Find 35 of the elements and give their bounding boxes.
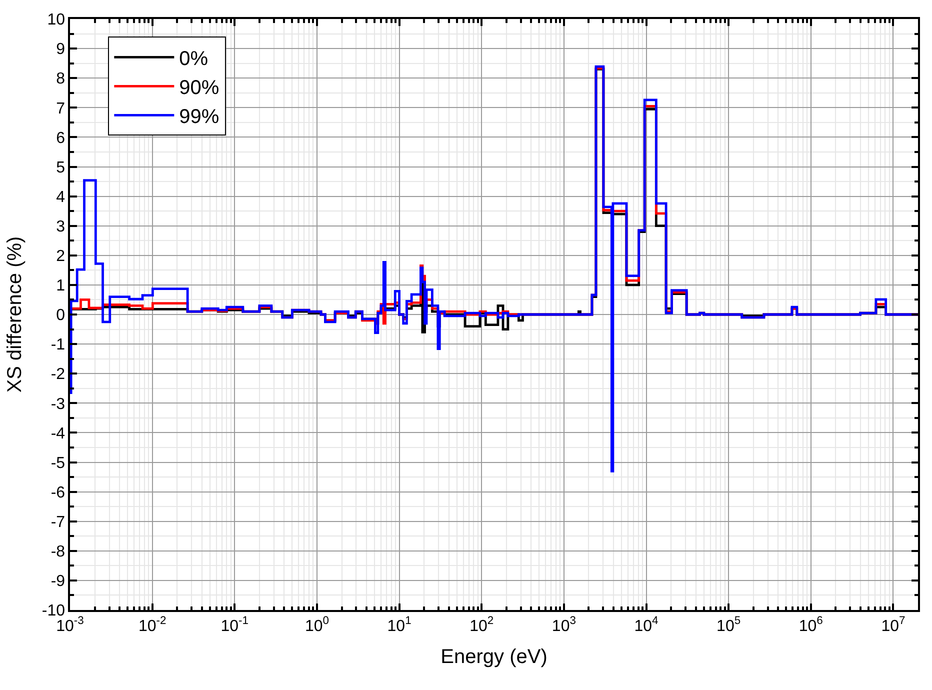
x-tick-label: 10$^{0}$ (304, 615, 329, 635)
y-axis-title: XS difference (%) (4, 236, 26, 393)
y-tick-label: -1 (50, 336, 66, 354)
y-tick-label: -9 (50, 573, 66, 590)
y-tick-label: 10 (47, 12, 66, 29)
x-tick-label: 10$^{-2}$ (138, 615, 166, 635)
y-tick-label: -4 (50, 425, 66, 442)
y-tick-label: -8 (50, 544, 66, 560)
y-tick-label: 4 (56, 188, 66, 206)
y-tick-label: -7 (50, 514, 66, 531)
x-tick-label: 10$^{3}$ (552, 615, 576, 635)
legend-label: 0% (179, 48, 208, 70)
y-tick-label: 0 (56, 307, 66, 324)
y-tick-label: 9 (56, 41, 66, 58)
x-tick-label: 10$^{1}$ (387, 615, 412, 635)
x-tick-label: 10$^{4}$ (634, 615, 658, 635)
y-tick-label: 6 (56, 130, 66, 147)
legend-label: 99% (179, 106, 220, 128)
x-tick-label: 10$^{5}$ (716, 615, 741, 635)
y-tick-label: -6 (50, 484, 66, 502)
y-tick-label: 3 (56, 218, 66, 236)
y-tick-label: 5 (56, 159, 66, 176)
x-tick-label: 10$^{7}$ (881, 615, 906, 635)
x-tick-label: 10$^{2}$ (470, 615, 494, 635)
y-tick-label: 1 (56, 278, 66, 295)
x-tick-label: 10$^{-1}$ (220, 615, 249, 635)
y-tick-label: -3 (50, 396, 66, 413)
y-tick-label: 2 (56, 248, 66, 265)
x-axis-title: Energy (eV) (440, 646, 548, 668)
y-tick-label: 7 (56, 100, 66, 118)
y-tick-label: -5 (50, 454, 66, 472)
y-tick-label: 8 (56, 70, 66, 88)
legend-label: 90% (179, 77, 220, 100)
y-tick-label: -2 (50, 366, 66, 384)
x-tick-label: 10$^{6}$ (798, 615, 823, 635)
